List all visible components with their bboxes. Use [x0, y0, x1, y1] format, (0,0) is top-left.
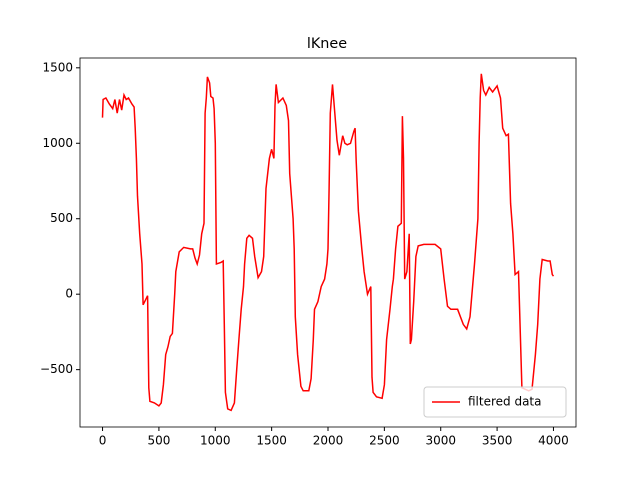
x-tick-label: 500 — [147, 434, 170, 448]
chart-title: lKnee — [307, 36, 347, 52]
y-tick-label: −500 — [40, 362, 73, 376]
y-tick-label: 0 — [65, 287, 73, 301]
x-tick-label: 2500 — [369, 434, 400, 448]
x-tick-label: 3000 — [425, 434, 456, 448]
legend-box — [423, 386, 567, 418]
plot-frame — [79, 57, 577, 428]
x-tick-label: 0 — [99, 434, 107, 448]
data-line — [101, 73, 555, 412]
x-tick-label: 2000 — [313, 434, 344, 448]
y-tick-label: 1500 — [42, 60, 73, 74]
legend-label: filtered data — [468, 395, 542, 409]
x-tick-label: 3500 — [482, 434, 513, 448]
y-tick-label: 1000 — [42, 136, 73, 150]
x-tick-label: 4000 — [538, 434, 569, 448]
y-tick-label: 500 — [50, 211, 73, 225]
x-tick-label: 1500 — [256, 434, 287, 448]
x-tick-label: 1000 — [200, 434, 231, 448]
